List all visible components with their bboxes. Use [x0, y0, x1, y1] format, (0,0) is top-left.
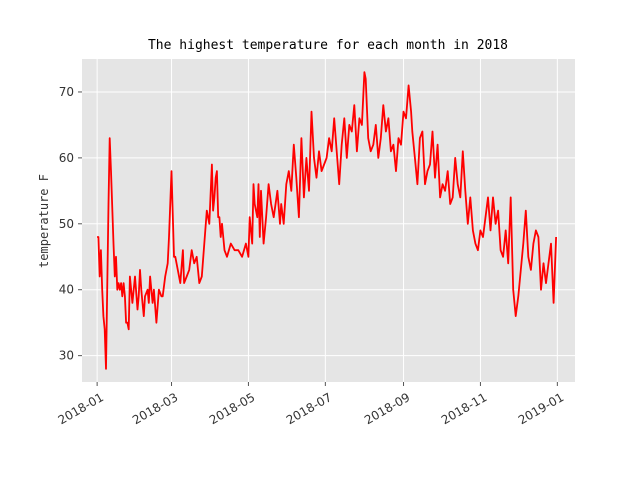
- y-axis-label: temperature F: [37, 174, 51, 268]
- series-line: [97, 71, 557, 370]
- y-tick-label: 60: [59, 151, 74, 165]
- y-axis: 30 40 50 60 70: [59, 85, 82, 363]
- y-tick-label: 70: [59, 85, 74, 99]
- grid-lines: [82, 59, 575, 382]
- x-tick-label: 2018-11: [439, 390, 489, 427]
- x-tick-label: 2019-01: [516, 390, 566, 427]
- x-tick-label: 2018-05: [207, 390, 257, 427]
- x-tick-label: 2018-09: [362, 390, 412, 427]
- y-tick-label: 50: [59, 217, 74, 231]
- x-tick-label: 2018-03: [130, 390, 180, 427]
- x-tick-label: 2018-07: [284, 390, 334, 427]
- x-tick-label: 2018-01: [56, 390, 106, 427]
- y-tick-label: 40: [59, 283, 74, 297]
- plot-area: [82, 59, 575, 382]
- x-axis: 2018-01 2018-03 2018-05 2018-07 2018-09 2018-…: [56, 382, 566, 427]
- chart-title: The highest temperature for each month i…: [148, 38, 508, 53]
- y-tick-label: 30: [59, 349, 74, 363]
